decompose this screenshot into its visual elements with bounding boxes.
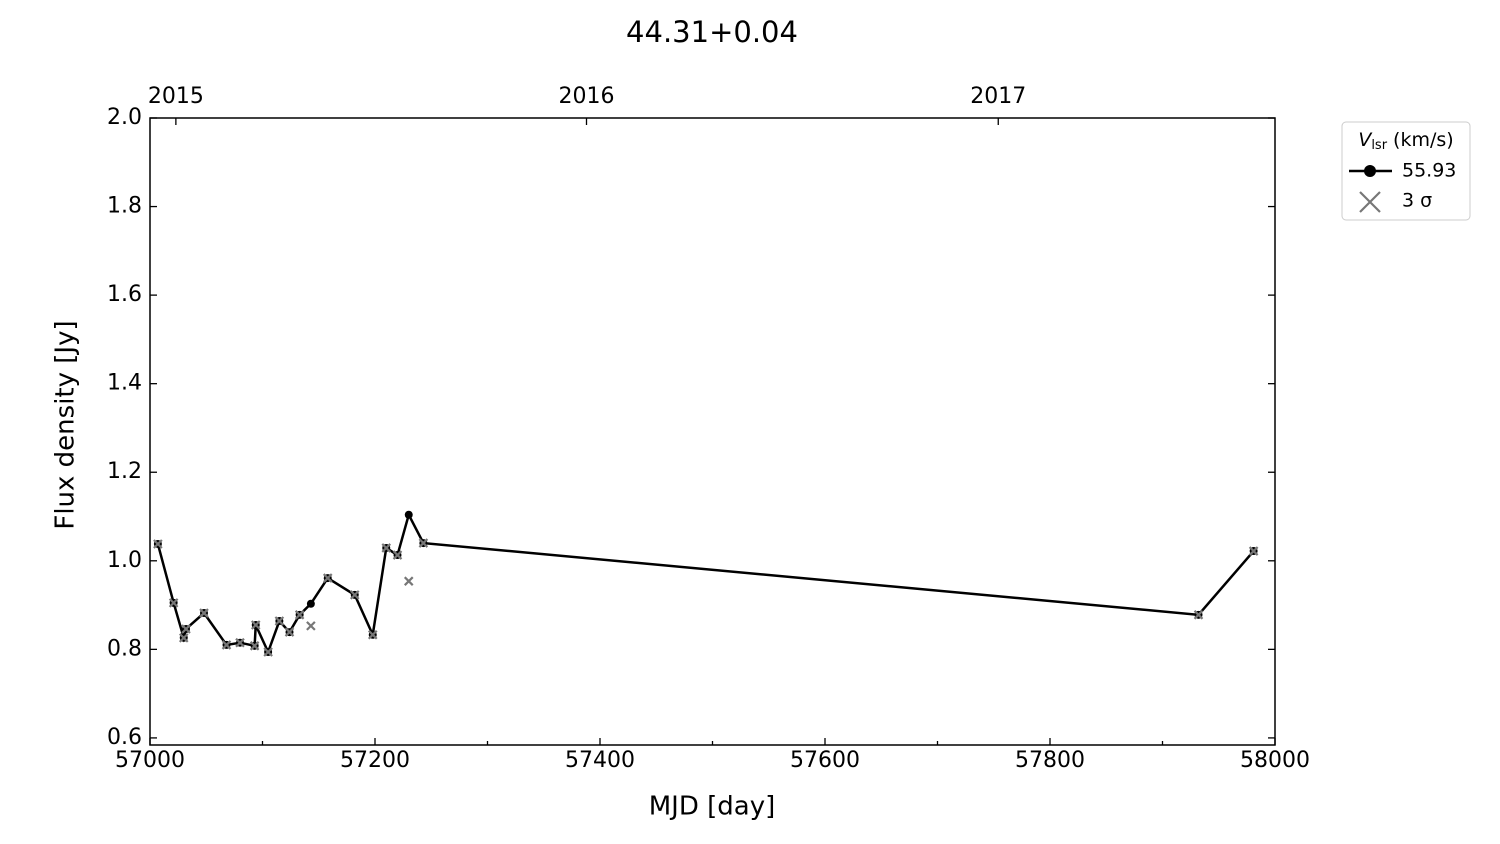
y-axis-label: Flux density [Jy]: [51, 320, 81, 529]
legend-marker: [1359, 191, 1381, 213]
sigma-marker: [153, 539, 163, 549]
sigma-marker: [249, 641, 260, 651]
legend-label: 55.93: [1402, 160, 1456, 182]
sigma-marker: [168, 598, 179, 608]
top-tick-label: 2016: [559, 84, 615, 109]
sigma-marker: [381, 543, 392, 553]
top-tick-label: 2015: [148, 84, 204, 109]
legend-title: Vlsr (km/s): [1358, 129, 1453, 153]
sigma-marker: [349, 590, 360, 600]
sigma-marker: [1193, 610, 1204, 620]
sigma-marker: [181, 624, 191, 634]
sigma-marker: [418, 538, 429, 548]
chart-title: 44.31+0.04: [626, 15, 798, 49]
plot-frame: [149, 117, 1276, 746]
legend-title-unit: (km/s): [1393, 129, 1454, 151]
x-axis-label: MJD [day]: [649, 792, 776, 822]
sigma-marker: [199, 608, 209, 618]
sigma-marker: [367, 629, 378, 640]
y-tick-label: 1.0: [107, 548, 142, 573]
sigma-marker: [274, 616, 285, 626]
data-point: [306, 599, 315, 608]
x-tick-label: 58000: [1240, 748, 1310, 773]
y-tick-label: 1.2: [107, 459, 142, 484]
sigma-marker: [235, 637, 245, 648]
legend-marker: [1364, 165, 1376, 177]
y-tick-label: 0.8: [107, 636, 142, 661]
legend-title-symbol: V: [1358, 129, 1373, 151]
x-tick-label: 57000: [115, 748, 185, 773]
data-point: [404, 510, 413, 519]
x-tick-label: 57400: [565, 748, 635, 773]
y-tick-label: 1.6: [107, 282, 142, 307]
x-tick-label: 57600: [790, 748, 860, 773]
x-tick-label: 57200: [340, 748, 410, 773]
legend-label: 3 σ: [1402, 190, 1432, 212]
y-tick-label: 1.4: [107, 371, 142, 396]
sigma-marker: [178, 633, 189, 643]
sigma-marker: [322, 573, 333, 583]
x-tick-label: 57800: [1015, 748, 1085, 773]
sigma-marker: [1248, 546, 1259, 556]
legend-title-subscript: lsr: [1371, 138, 1387, 153]
y-tick-label: 2.0: [107, 105, 142, 130]
sigma-marker: [294, 610, 305, 620]
y-tick-label: 1.8: [107, 194, 142, 219]
sigma-marker: [306, 621, 316, 631]
sigma-marker: [250, 620, 261, 630]
sigma-marker: [221, 640, 232, 650]
series-line: [156, 511, 1255, 656]
sigma-marker: [263, 647, 273, 657]
sigma-marker: [392, 550, 403, 560]
y-tick-label: 0.6: [107, 725, 142, 750]
top-tick-label: 2017: [970, 84, 1026, 109]
sigma-marker: [403, 576, 414, 586]
legend-box: [1341, 121, 1471, 221]
sigma-marker: [284, 627, 295, 637]
